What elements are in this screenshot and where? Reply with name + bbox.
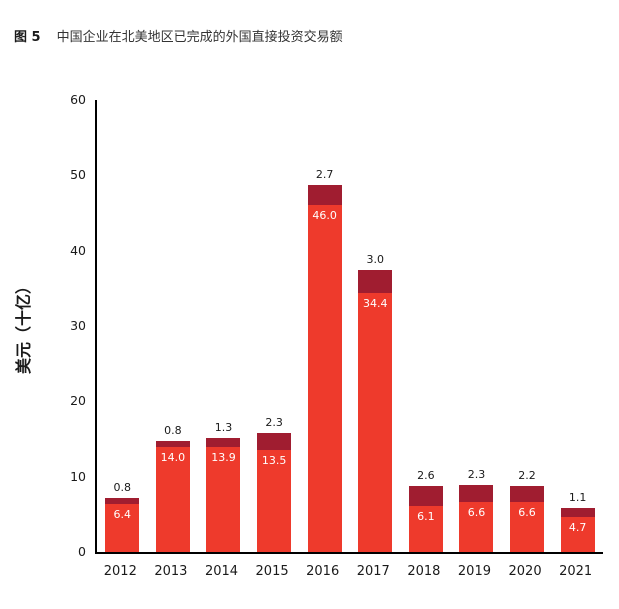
bar-segment-bottom: 6.6 — [510, 502, 545, 552]
x-tick-label: 2016 — [306, 564, 340, 579]
x-tick-label: 2019 — [457, 564, 491, 579]
value-label-inside: 6.1 — [417, 510, 435, 524]
value-label-inside: 13.5 — [261, 454, 287, 468]
bar-segment-top — [307, 185, 342, 206]
value-label-inside: 34.4 — [363, 296, 388, 310]
value-label-inside: 13.9 — [211, 451, 236, 465]
bar-column: 2.3 6.6 — [451, 100, 502, 552]
value-label-top: 2.6 — [417, 469, 435, 483]
bar-column: 2.3 13.5 — [249, 100, 300, 552]
value-label-inside: 6.6 — [467, 506, 486, 520]
bar-segment-top — [155, 440, 190, 447]
y-tick-label: 50 — [70, 167, 86, 183]
bar-segment-top — [257, 433, 292, 451]
x-axis-labels: 2012 2013 2014 2015 2016 2017 2018 2019 2020 2021 — [95, 564, 601, 579]
figure-title: 中国企业在北美地区已完成的外国直接投资交易额 — [56, 30, 343, 45]
bar-stack: 6.6 — [510, 485, 545, 552]
value-label-inside: 46.0 — [312, 209, 337, 223]
bar-segment-bottom: 14.0 — [155, 446, 190, 552]
bar-stack: 13.9 — [206, 437, 241, 552]
value-label-top: 2.2 — [518, 468, 536, 482]
value-label-top: 0.8 — [113, 480, 132, 494]
plot-area: 0.8 6.4 0.8 14.0 1.3 13.9 2.3 13.5 2.7 46.0 3.0 34.… — [95, 100, 603, 554]
bar-column: 2.2 6.6 — [502, 100, 553, 552]
value-label-inside: 4.7 — [568, 520, 587, 534]
y-axis-ticks: 0 10 20 30 40 50 60 — [0, 92, 86, 559]
bar-segment-bottom: 13.5 — [257, 450, 292, 552]
bar-stack: 6.6 — [459, 484, 494, 552]
value-label-inside: 6.6 — [518, 506, 536, 520]
x-tick-label: 2015 — [255, 564, 289, 579]
y-tick-label: 0 — [78, 544, 86, 559]
y-tick-label: 60 — [70, 92, 86, 107]
bar-segment-bottom: 6.6 — [459, 502, 494, 552]
bar-segment-top — [206, 437, 241, 448]
x-tick-label: 2020 — [508, 564, 542, 579]
bar-segment-bottom: 46.0 — [307, 205, 342, 552]
value-label-inside: 14.0 — [160, 450, 186, 464]
value-label-top: 3.0 — [366, 253, 385, 267]
bar-column: 3.0 34.4 — [350, 100, 401, 552]
x-tick-label: 2014 — [204, 564, 239, 579]
bar-column: 1.3 13.9 — [198, 100, 249, 552]
bar-segment-top — [105, 497, 140, 504]
figure-label: 图 5 — [14, 30, 41, 45]
y-tick-label: 20 — [70, 393, 86, 409]
bar-segment-top — [358, 270, 393, 293]
bar-segment-bottom: 6.4 — [105, 503, 140, 552]
bar-column: 0.8 14.0 — [148, 100, 199, 552]
value-label-top: 2.7 — [315, 168, 334, 182]
x-tick-label: 2021 — [559, 564, 593, 579]
bar-column: 1.1 4.7 — [552, 100, 603, 552]
figure-header: 图 5 中国企业在北美地区已完成的外国直接投资交易额 — [14, 26, 343, 45]
bar-segment-bottom: 34.4 — [358, 292, 393, 552]
bar-column: 2.6 6.1 — [401, 100, 452, 552]
bar-segment-bottom: 13.9 — [206, 447, 241, 552]
bar-stack: 46.0 — [307, 185, 342, 552]
y-tick-label: 40 — [70, 242, 86, 258]
bar-column: 2.7 46.0 — [299, 100, 350, 552]
bar-stack: 4.7 — [560, 508, 595, 552]
value-label-top: 0.8 — [164, 423, 182, 437]
x-tick-label: 2013 — [154, 564, 188, 579]
bar-segment-top — [510, 485, 545, 503]
x-tick-label: 2012 — [103, 564, 137, 579]
bar-column: 0.8 6.4 — [97, 100, 148, 552]
y-tick-label: 10 — [70, 468, 86, 484]
value-label-top: 1.3 — [214, 420, 233, 434]
value-label-inside: 6.4 — [113, 507, 132, 521]
x-tick-label: 2017 — [356, 564, 390, 579]
y-tick-label: 30 — [70, 318, 86, 333]
bar-columns: 0.8 6.4 0.8 14.0 1.3 13.9 2.3 13.5 2.7 46.0 3.0 34.… — [97, 100, 603, 552]
bar-stack: 6.4 — [105, 497, 140, 552]
bar-segment-bottom: 6.1 — [408, 506, 443, 552]
value-label-top: 2.3 — [265, 416, 283, 429]
bar-stack: 34.4 — [358, 270, 393, 552]
bar-segment-top — [560, 508, 595, 517]
bar-stack: 14.0 — [155, 440, 190, 552]
bar-segment-top — [459, 484, 494, 503]
x-tick-label: 2018 — [407, 564, 441, 579]
value-label-top: 1.1 — [568, 491, 587, 505]
bar-stack: 6.1 — [408, 486, 443, 552]
bar-segment-top — [408, 486, 443, 507]
bar-stack: 13.5 — [257, 433, 292, 552]
bar-segment-bottom: 4.7 — [560, 516, 595, 552]
value-label-top: 2.3 — [467, 467, 486, 481]
